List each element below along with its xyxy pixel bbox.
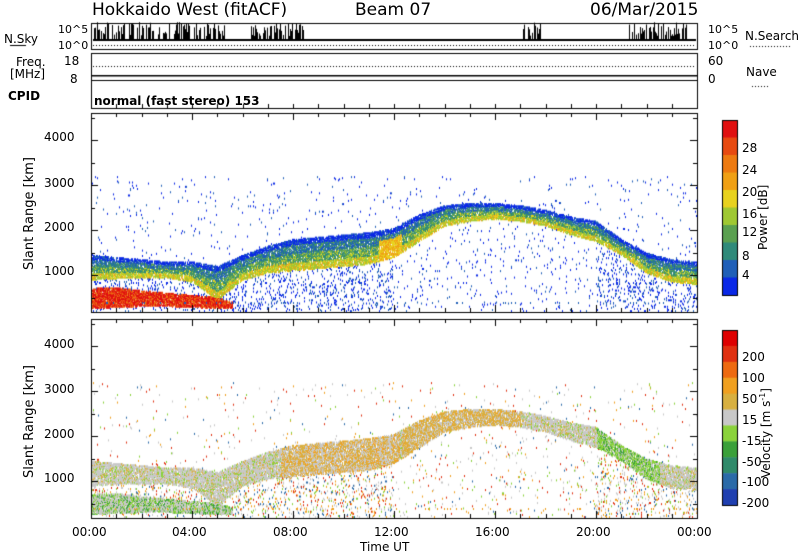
power-tick-20: 20 <box>742 185 758 199</box>
vel-tick-200: 200 <box>742 350 765 364</box>
velocity-colorbar-label: Velocity [m s-1] <box>758 388 773 478</box>
nsky-tick-bottom: 10^0 <box>58 39 89 52</box>
vel-tick-m50: -50 <box>742 455 762 469</box>
vel-tick-m15: -15 <box>742 434 762 448</box>
xtick-0400: 04:00 <box>172 525 207 539</box>
xtick-2000: 20:00 <box>576 525 611 539</box>
freq-tick-top: 18 <box>64 54 80 68</box>
xtick-2400: 00:00 <box>677 525 712 539</box>
beam-label: Beam 07 <box>355 0 432 20</box>
top-ylabel: Slant Range [km] <box>22 157 37 270</box>
station-title: Hokkaido West (fitACF) <box>92 0 288 20</box>
cpid-label: CPID <box>8 89 41 103</box>
freq-tick-bottom: 8 <box>70 72 78 86</box>
power-tick-4: 4 <box>742 268 750 282</box>
vel-tick-m200: -200 <box>742 496 770 510</box>
nsearch-label: N.Search <box>745 29 800 43</box>
freq-label: Freq. <box>16 55 46 69</box>
bottom-ytick-3000: 3000 <box>44 382 75 396</box>
top-ytick-4000: 4000 <box>44 130 75 144</box>
freq-unit-label: [MHz] <box>10 67 46 81</box>
xtick-1200: 12:00 <box>374 525 409 539</box>
bottom-ytick-4000: 4000 <box>44 337 75 351</box>
vel-tick-m100: -100 <box>742 475 770 489</box>
bottom-ytick-2000: 2000 <box>44 427 75 441</box>
power-tick-28: 28 <box>742 141 758 155</box>
xlabel: Time UT <box>360 540 410 554</box>
nsky-tick-top: 10^5 <box>58 23 89 36</box>
nave-label: Nave <box>746 65 777 79</box>
power-tick-16: 16 <box>742 207 758 221</box>
power-colorbar-label: Power [dB] <box>756 184 770 250</box>
bottom-ytick-1000: 1000 <box>44 471 75 485</box>
nave-tick-bottom: 0 <box>708 72 716 86</box>
xtick-0000: 00:00 <box>72 525 107 539</box>
power-tick-24: 24 <box>742 163 758 177</box>
bottom-ylabel: Slant Range [km] <box>22 365 37 478</box>
nsky-label: N.Sky <box>4 32 39 46</box>
nsearch-tick-bottom: 10^0 <box>708 39 739 52</box>
cpid-text: normal (fast stereo) 153 <box>94 94 260 108</box>
top-ytick-1000: 1000 <box>44 264 75 278</box>
xtick-0800: 08:00 <box>273 525 308 539</box>
power-tick-8: 8 <box>742 249 750 263</box>
xtick-1600: 16:00 <box>475 525 510 539</box>
nsearch-tick-top: 10^5 <box>708 23 739 36</box>
vel-tick-100: 100 <box>742 371 765 385</box>
top-ytick-2000: 2000 <box>44 220 75 234</box>
date-label: 06/Mar/2015 <box>590 0 699 20</box>
power-tick-12: 12 <box>742 225 758 239</box>
nave-tick-top: 60 <box>708 54 724 68</box>
vel-tick-50: 50 <box>742 392 758 406</box>
vel-tick-15: 15 <box>742 413 758 427</box>
top-ytick-3000: 3000 <box>44 176 75 190</box>
